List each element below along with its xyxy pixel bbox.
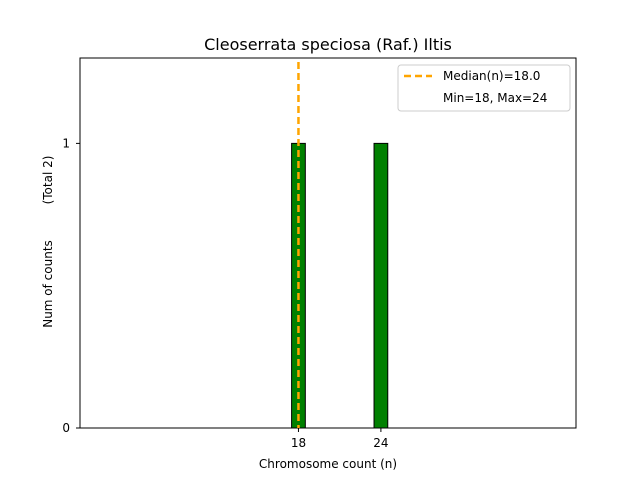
bar-24 (373, 142, 389, 429)
chart-title: Cleoserrata speciosa (Raf.) Iltis (204, 35, 452, 54)
legend-median-label: Median(n)=18.0 (443, 69, 540, 83)
legend-range-label: Min=18, Max=24 (443, 91, 547, 105)
legend-box (397, 64, 571, 112)
x-axis-label: Chromosome count (n) (259, 457, 397, 471)
x-tick-label: 18 (291, 436, 306, 450)
legend: Median(n)=18.0 Min=18, Max=24 (397, 64, 571, 112)
x-tick-label: 24 (373, 436, 388, 450)
plot-area (79, 57, 577, 429)
y-tick-label: 1 (62, 136, 70, 150)
x-ticks: 18 24 (291, 428, 389, 450)
y-axis-total-note: (Total 2) (41, 156, 55, 205)
y-tick-label: 0 (62, 421, 70, 435)
y-ticks: 01 (62, 136, 80, 435)
y-axis-label: Num of counts (41, 240, 55, 328)
